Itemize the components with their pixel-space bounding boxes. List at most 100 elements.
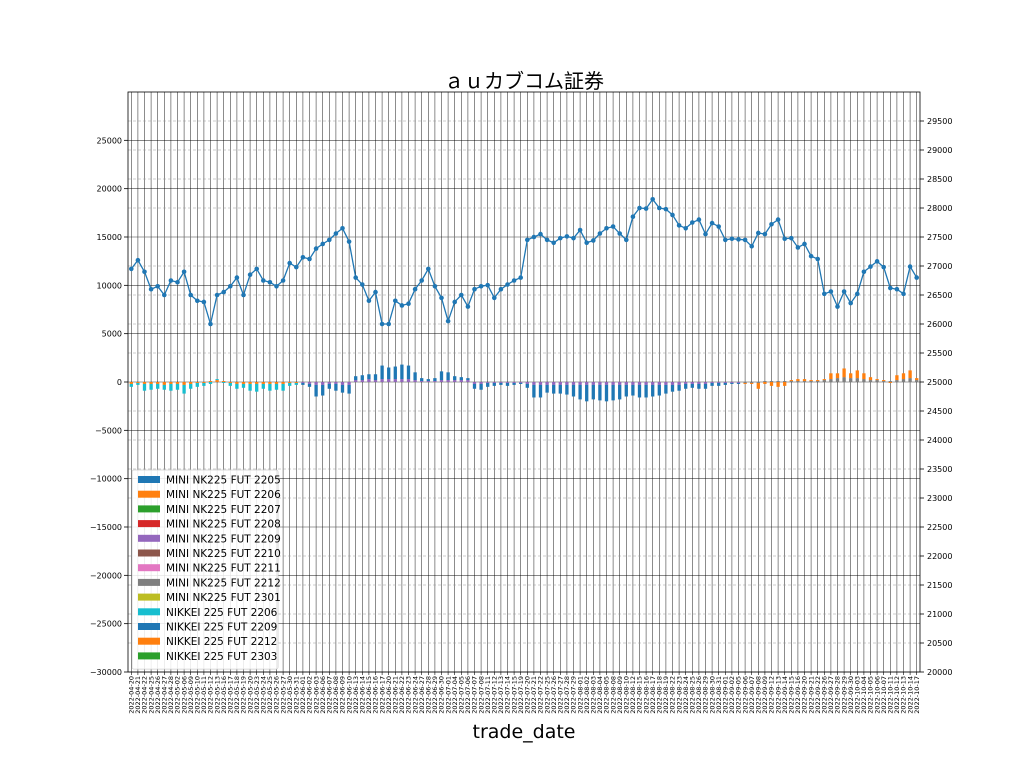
bar-segment xyxy=(367,374,371,380)
x-tick-label: 2022-09-21 xyxy=(807,676,815,714)
bar-segment xyxy=(519,382,523,383)
bar-segment xyxy=(459,377,463,381)
x-tick-label: 2022-08-26 xyxy=(695,676,703,714)
bar-segment xyxy=(849,373,853,379)
y-tick-label: 0 xyxy=(117,378,122,387)
x-tick-label: 2022-06-13 xyxy=(352,676,360,714)
y2-tick-label: 29000 xyxy=(927,146,952,155)
x-tick-label: 2022-06-07 xyxy=(326,676,334,714)
bar-segment xyxy=(730,382,734,383)
legend-label: MINI NK225 FUT 2210 xyxy=(166,548,281,560)
bar-segment xyxy=(545,384,549,393)
bar-segment xyxy=(651,382,655,385)
bar-segment xyxy=(697,382,701,384)
x-tick-label: 2022-05-18 xyxy=(233,676,241,714)
y2-tick-label: 21500 xyxy=(927,581,952,590)
bar-segment xyxy=(657,382,661,385)
bar-segment xyxy=(202,382,206,383)
bar-segment xyxy=(195,382,199,383)
bar-segment xyxy=(413,380,417,382)
bar-segment xyxy=(604,384,609,402)
bar-segment xyxy=(571,384,576,397)
x-tick-label: 2022-06-29 xyxy=(431,676,439,714)
bar-segment xyxy=(288,382,292,383)
bar-segment xyxy=(809,381,813,382)
price-point xyxy=(914,275,919,280)
bar-segment xyxy=(710,382,714,386)
bar-segment xyxy=(268,383,272,391)
bar-segment xyxy=(644,382,648,385)
x-tick-label: 2022-08-29 xyxy=(702,676,710,714)
bar-segment xyxy=(175,383,180,390)
bar-segment xyxy=(439,371,444,381)
y-tick-label: −30000 xyxy=(90,668,122,677)
x-tick-label: 2022-06-27 xyxy=(418,676,426,714)
x-tick-label: 2022-08-01 xyxy=(576,676,584,714)
bar-segment xyxy=(413,372,417,381)
bar-segment xyxy=(915,380,919,382)
x-tick-label: 2022-07-20 xyxy=(524,676,532,714)
price-point xyxy=(901,291,906,297)
bar-segment xyxy=(202,382,206,386)
bar-segment xyxy=(789,380,793,382)
x-tick-label: 2022-09-08 xyxy=(755,676,763,714)
price-point xyxy=(835,304,840,309)
x-tick-label: 2022-08-30 xyxy=(708,676,716,714)
bar-segment xyxy=(268,382,272,384)
x-tick-label: 2022-10-17 xyxy=(913,676,921,714)
bar-segment xyxy=(651,384,655,397)
y-tick-label: −10000 xyxy=(90,475,122,484)
bar-segment xyxy=(195,382,199,387)
bar-segment xyxy=(750,382,754,383)
y2-tick-label: 29500 xyxy=(927,117,952,126)
bar-segment xyxy=(241,382,246,384)
price-point xyxy=(294,264,299,270)
price-point xyxy=(630,214,636,219)
bar-segment xyxy=(472,382,477,384)
bar-segment xyxy=(340,382,345,385)
price-point xyxy=(597,231,603,236)
bar-segment xyxy=(776,382,780,387)
x-tick-label: 2022-07-28 xyxy=(563,676,571,714)
bar-segment xyxy=(578,382,582,385)
bar-segment xyxy=(373,380,378,382)
bar-segment xyxy=(585,384,589,402)
bar-segment xyxy=(862,373,866,380)
bar-segment xyxy=(301,382,305,385)
x-tick-label: 2022-10-11 xyxy=(887,676,895,714)
bar-segment xyxy=(822,380,826,382)
bar-segment xyxy=(901,373,906,380)
price-point xyxy=(841,289,847,294)
price-point xyxy=(188,292,193,298)
price-point xyxy=(320,241,326,247)
price-point xyxy=(419,278,425,283)
bar-segment xyxy=(684,383,688,389)
bar-segment xyxy=(340,384,345,393)
bar-segment xyxy=(360,380,364,382)
bar-segment xyxy=(400,364,404,380)
price-point xyxy=(406,301,411,307)
bar-segment xyxy=(241,383,246,388)
bar-segment xyxy=(875,379,879,381)
price-point xyxy=(775,217,781,222)
x-tick-label: 2022-06-22 xyxy=(398,676,406,714)
x-tick-label: 2022-06-02 xyxy=(306,676,314,714)
x-tick-label: 2022-10-05 xyxy=(867,676,875,714)
bar-segment xyxy=(545,382,549,385)
bar-segment xyxy=(182,384,186,394)
x-tick-label: 2022-05-09 xyxy=(187,676,195,714)
y2-tick-label: 27500 xyxy=(927,233,952,242)
bar-segment xyxy=(618,384,622,400)
bar-segment xyxy=(565,382,569,385)
price-point xyxy=(360,282,365,287)
x-tick-label: 2022-09-07 xyxy=(748,676,756,714)
x-tick-label: 2022-08-09 xyxy=(616,676,624,714)
x-tick-label: 2022-06-10 xyxy=(345,676,353,714)
x-tick-label: 2022-05-12 xyxy=(207,676,215,714)
bar-segment xyxy=(538,384,543,398)
x-tick-label: 2022-09-13 xyxy=(774,676,782,714)
bar-segment xyxy=(433,381,437,382)
x-tick-label: 2022-04-25 xyxy=(147,676,155,714)
y-tick-label: −25000 xyxy=(90,620,122,629)
bar-segment xyxy=(420,378,424,382)
